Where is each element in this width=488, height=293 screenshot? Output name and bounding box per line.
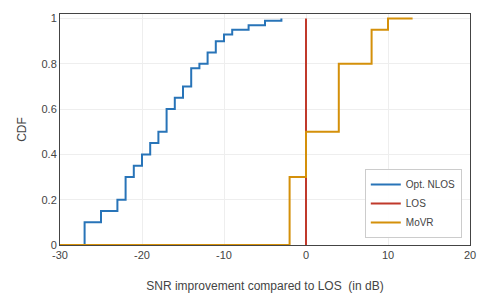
svg-text:-30: -30 (52, 249, 68, 261)
svg-text:0: 0 (303, 249, 309, 261)
svg-text:0.2: 0.2 (42, 194, 57, 206)
svg-text:1: 1 (51, 12, 57, 24)
svg-text:0: 0 (51, 239, 57, 251)
svg-text:MoVR: MoVR (406, 217, 434, 228)
svg-text:LOS: LOS (406, 198, 426, 209)
svg-text:20: 20 (464, 249, 476, 261)
svg-text:0.4: 0.4 (42, 148, 57, 160)
svg-text:-10: -10 (216, 249, 232, 261)
svg-text:-20: -20 (134, 249, 150, 261)
svg-text:0.8: 0.8 (42, 58, 57, 70)
svg-text:10: 10 (382, 249, 394, 261)
svg-text:CDF: CDF (15, 117, 29, 142)
svg-text:SNR improvement compared to LO: SNR improvement compared to LOS (in dB) (146, 279, 383, 293)
svg-text:0.6: 0.6 (42, 103, 57, 115)
svg-text:Opt. NLOS: Opt. NLOS (406, 179, 455, 190)
